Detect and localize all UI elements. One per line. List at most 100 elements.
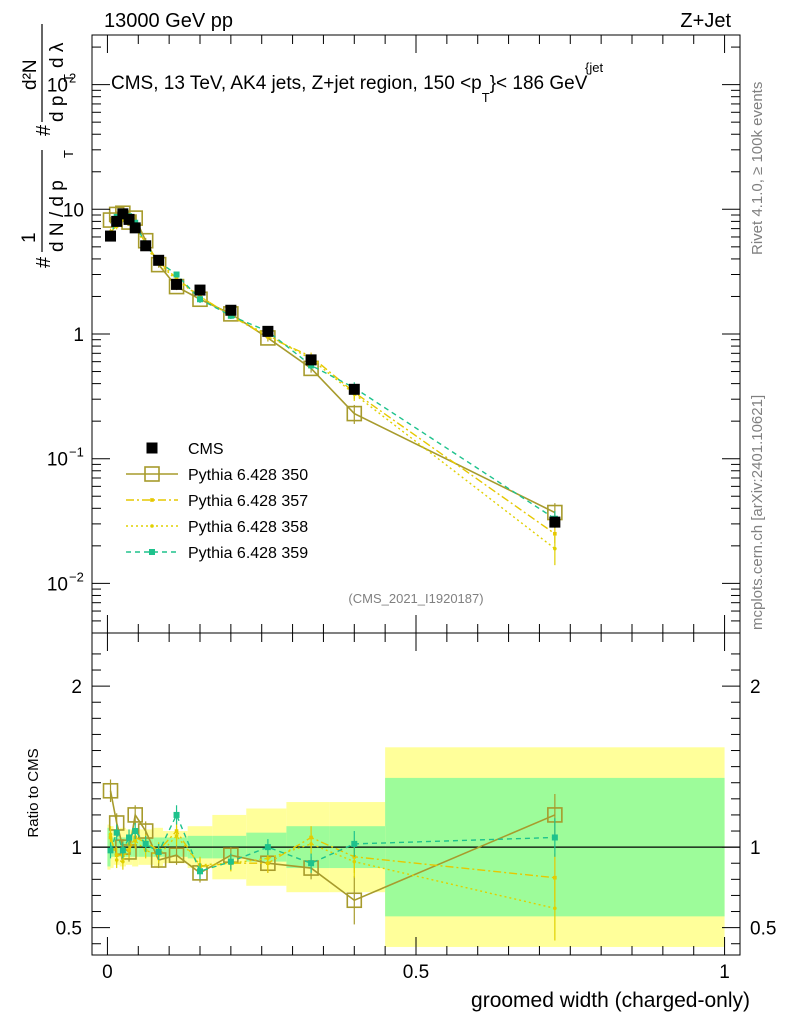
ratio-point-py358 bbox=[309, 842, 313, 846]
ratio-point-py359 bbox=[308, 860, 315, 867]
data-point-py350 bbox=[346, 405, 363, 422]
header-right: Z+Jet bbox=[680, 10, 731, 32]
legend-entry-py350: Pythia 6.428 350 bbox=[126, 466, 308, 484]
data-point-py359 bbox=[173, 271, 180, 278]
y-tick-label: 10 bbox=[63, 200, 84, 221]
y-tick-label: 10 bbox=[47, 76, 68, 97]
rivet-label: Rivet 4.1.0, ≥ 100k events bbox=[749, 82, 766, 255]
legend: CMS Pythia 6.428 350 Pythia 6.428 357 Pythi… bbox=[126, 441, 308, 562]
x-tick-label: 1 bbox=[719, 962, 730, 983]
main-ylabel: # 1 d N / d p T # d²N d p T d λ bbox=[19, 24, 76, 268]
data-point-cms bbox=[549, 516, 561, 528]
ratio-point-py358 bbox=[133, 838, 137, 843]
ylabel-num: d²N bbox=[20, 59, 41, 90]
data-point-cms bbox=[305, 354, 317, 366]
analysis-watermark: (CMS_2021_I1920187) bbox=[348, 591, 483, 606]
y-tick-label: 10 bbox=[47, 574, 68, 595]
data-point-py359 bbox=[227, 312, 234, 319]
data-point-cms bbox=[111, 215, 123, 227]
data-point-cms bbox=[153, 254, 165, 266]
ratio-tick-label-right: 0.5 bbox=[750, 919, 776, 940]
x-tick-label: 0 bbox=[102, 962, 113, 983]
data-point-cms bbox=[225, 304, 237, 316]
legend-label: Pythia 6.428 357 bbox=[188, 493, 308, 510]
title-sup: {jet bbox=[585, 60, 603, 75]
ratio-panel bbox=[102, 779, 563, 941]
ratio-tick-label-right: 2 bbox=[750, 677, 761, 698]
ratio-point-py359 bbox=[142, 840, 149, 847]
legend-marker bbox=[146, 442, 158, 454]
ratio-point-py358 bbox=[121, 859, 125, 864]
series-line-py358 bbox=[110, 218, 556, 550]
ratio-bands bbox=[92, 747, 740, 947]
series-line-py350 bbox=[109, 212, 556, 514]
series-line-py357 bbox=[109, 215, 556, 535]
ratio-point-py358 bbox=[352, 859, 357, 864]
chart-title: CMS, 13 TeV, AK4 jets, Z+jet region, 150… bbox=[111, 73, 588, 105]
ratio-line-py358 bbox=[109, 834, 556, 909]
legend-marker bbox=[149, 549, 155, 555]
ylabel-den: d p bbox=[47, 96, 68, 122]
ratio-point-py359 bbox=[551, 834, 558, 841]
data-point-cms bbox=[117, 208, 129, 220]
ratio-point-py350 bbox=[346, 892, 363, 909]
ratio-ylabel: Ratio to CMS bbox=[25, 748, 42, 837]
ratio-point-py358 bbox=[553, 906, 557, 911]
title-tail: }< 186 GeV bbox=[490, 73, 588, 94]
ratio-point-py359 bbox=[197, 868, 203, 875]
data-point-cms bbox=[262, 325, 274, 337]
ylabel-hash: # bbox=[33, 256, 55, 268]
title-sub: T bbox=[482, 90, 490, 105]
data-point-cms bbox=[194, 284, 206, 296]
main-frame bbox=[91, 34, 741, 634]
series-py350 bbox=[102, 205, 563, 524]
legend-label: CMS bbox=[188, 441, 224, 458]
series-cms bbox=[105, 208, 561, 528]
ratio-point-py359 bbox=[126, 834, 133, 841]
ylabel-hash2: # bbox=[33, 124, 55, 136]
data-point-cms bbox=[129, 222, 141, 234]
ratio-line-py357 bbox=[109, 829, 555, 879]
y-tick-label: 1 bbox=[73, 325, 84, 346]
ratio-point-py358 bbox=[114, 858, 119, 862]
ratio-series-py359 bbox=[107, 805, 558, 880]
ratio-point-py359 bbox=[107, 847, 114, 854]
ratio-point-py359 bbox=[351, 840, 358, 847]
data-point-cms bbox=[105, 230, 117, 242]
legend-marker bbox=[144, 466, 160, 482]
ratio-point-py358 bbox=[108, 832, 113, 837]
mcplots-label: mcplots.cern.ch [arXiv:2401.10621] bbox=[749, 395, 766, 630]
ylabel-den-t: T bbox=[61, 74, 76, 82]
ratio-point-py359 bbox=[227, 858, 234, 865]
y-tick-exponent: −1 bbox=[69, 445, 84, 460]
x-tick-label: 0.5 bbox=[403, 962, 429, 983]
ratio-point-py350 bbox=[168, 847, 185, 863]
y-tick-exponent: 2 bbox=[69, 71, 76, 86]
data-point-py359 bbox=[197, 296, 203, 303]
ratio-point-py350 bbox=[102, 782, 119, 799]
x-axis-label: groomed width (charged-only) bbox=[471, 989, 750, 1012]
main-panel bbox=[102, 205, 563, 566]
data-point-py358 bbox=[553, 546, 557, 551]
y-tick-label: 10 bbox=[47, 450, 68, 471]
ratio-point-py359 bbox=[113, 829, 120, 836]
legend-marker bbox=[150, 524, 154, 528]
header-left: 13000 GeV pp bbox=[104, 10, 233, 32]
ylabel-one: 1 bbox=[19, 232, 40, 243]
title-lead: CMS, 13 TeV, AK4 jets, Z+jet region, 150… bbox=[111, 73, 482, 94]
ratio-tick-label: 1 bbox=[71, 838, 82, 859]
ratio-point-py358 bbox=[174, 834, 179, 838]
data-point-cms bbox=[171, 278, 183, 290]
data-point-py359 bbox=[308, 362, 315, 369]
legend-label: Pythia 6.428 359 bbox=[188, 545, 308, 562]
legend-entry-cms: CMS bbox=[146, 441, 224, 458]
data-point-py357 bbox=[553, 531, 557, 536]
ratio-point-py350 bbox=[127, 807, 143, 823]
y-tick-exponent: −2 bbox=[69, 569, 84, 584]
ratio-point-py359 bbox=[155, 848, 162, 855]
ratio-tick-label: 2 bbox=[71, 677, 82, 698]
legend-label: Pythia 6.428 358 bbox=[188, 519, 308, 536]
legend-entry-py358: Pythia 6.428 358 bbox=[126, 519, 308, 536]
ylabel-dlambda: d λ bbox=[47, 42, 68, 68]
